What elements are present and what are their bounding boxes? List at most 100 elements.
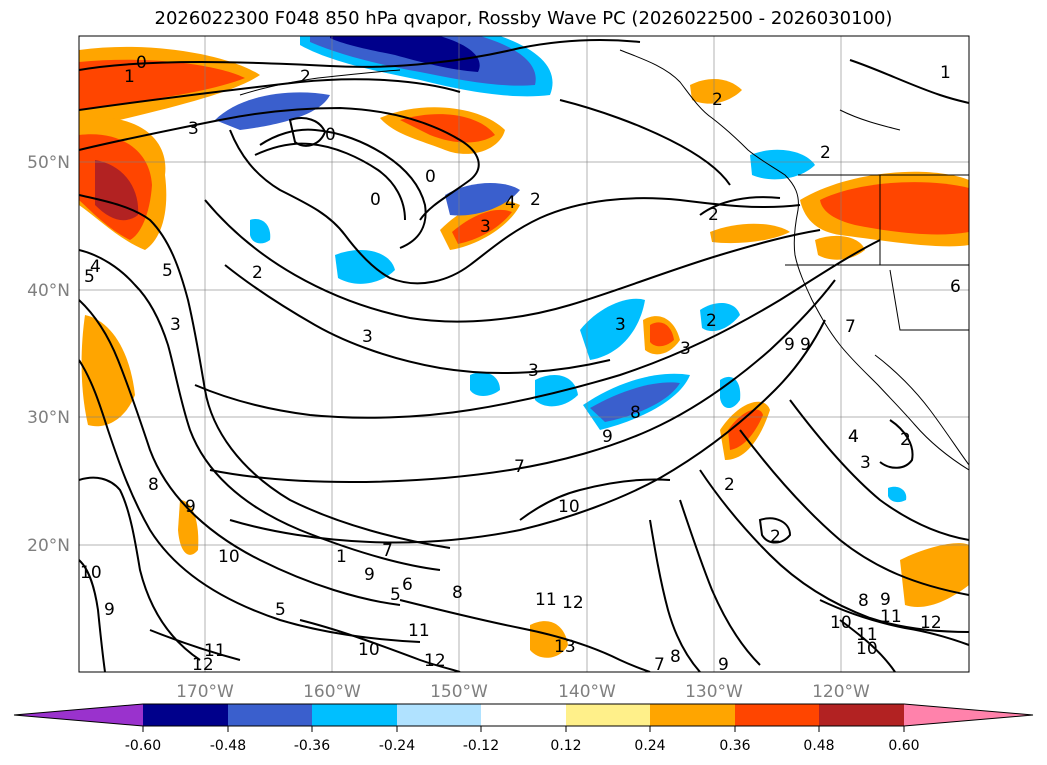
lat-label: 20°N <box>27 536 70 556</box>
anomaly-positive <box>95 160 139 221</box>
colorbar-tick-label: 0.12 <box>550 738 581 754</box>
contour-label: 2 <box>820 143 831 163</box>
contour-label: 5 <box>84 267 95 287</box>
contour-label: 4 <box>848 427 859 447</box>
contour-label: 0 <box>370 190 381 210</box>
graticule <box>79 36 969 672</box>
contour-label: 10 <box>358 640 380 660</box>
contour-label: 8 <box>452 583 463 603</box>
lon-label: 150°W <box>430 682 488 702</box>
contour-label: 10 <box>856 639 878 659</box>
anomaly-positive <box>710 223 790 244</box>
contour-label: 12 <box>192 655 214 675</box>
contour-label: 6 <box>402 575 413 595</box>
contour-label: 3 <box>860 453 871 473</box>
contour-label: 2 <box>252 263 263 283</box>
contour-label: 7 <box>382 541 393 561</box>
anomaly-negative <box>888 486 907 503</box>
anomaly-positive <box>452 209 512 244</box>
contour-labels: 0 1 2 3 0 0 0 2 4 3 2 2 1 5 4 5 3 2 3 3 … <box>80 53 961 675</box>
longitude-labels: 170°W 160°W 150°W 140°W 130°W 120°W <box>176 682 870 702</box>
lon-label: 120°W <box>812 682 870 702</box>
contour-label: 0 <box>325 125 336 145</box>
anomaly-negative <box>330 36 480 72</box>
contour-label: 9 <box>364 565 375 585</box>
lon-label: 130°W <box>685 682 743 702</box>
contour-label: 0 <box>136 53 147 73</box>
colorbar-segment <box>566 704 650 726</box>
lon-label: 160°W <box>303 682 361 702</box>
colorbar-tick-label: -0.60 <box>125 738 161 754</box>
lon-label: 170°W <box>176 682 234 702</box>
anomaly-positive <box>79 59 245 110</box>
contour-label: 3 <box>528 361 539 381</box>
colorbar-tick-label: 0.48 <box>803 738 834 754</box>
colorbar-segment <box>143 704 228 726</box>
contour-label: 5 <box>162 261 173 281</box>
contour-label: 6 <box>950 277 961 297</box>
contour-label: 11 <box>204 641 226 661</box>
colorbar-extend-high <box>904 704 1033 726</box>
contour-label: 3 <box>615 315 626 335</box>
colorbar-segment <box>650 704 735 726</box>
contour-label: 11 <box>408 621 430 641</box>
contour-label: 3 <box>362 327 373 347</box>
contour-label: 0 <box>425 167 436 187</box>
colorbar-tick-label: 0.60 <box>888 738 919 754</box>
contour-label: 8 <box>670 647 681 667</box>
contour-label: 12 <box>424 651 446 671</box>
anomaly-negative <box>250 219 271 244</box>
anomaly-negative <box>445 183 520 216</box>
shaded-anomalies <box>79 36 969 658</box>
contour-label: 3 <box>188 119 199 139</box>
colorbar: -0.60 -0.48 -0.36 -0.24 -0.12 0.12 0.24 … <box>13 703 1034 754</box>
contour-label: 12 <box>920 613 942 633</box>
anomaly-positive <box>650 322 674 347</box>
contour-label: 11 <box>880 607 902 627</box>
contour-label: 9 <box>104 600 115 620</box>
anomaly-negative <box>700 303 740 332</box>
map-title: 2026022300 F048 850 hPa qvapor, Rossby W… <box>154 8 893 29</box>
anomaly-negative <box>535 375 578 407</box>
contour-label: 4 <box>505 193 516 213</box>
contour-label: 8 <box>630 403 641 423</box>
anomaly-negative <box>335 250 395 284</box>
map-frame <box>78 35 970 673</box>
contour-label: 9 <box>784 335 795 355</box>
anomaly-positive <box>690 78 742 104</box>
contour-label: 11 <box>856 625 878 645</box>
anomaly-positive <box>81 315 135 427</box>
colorbar-segment <box>397 704 481 726</box>
colorbar-segment <box>735 704 819 726</box>
contour-label: 8 <box>148 475 159 495</box>
colorbar-segment <box>228 704 312 726</box>
colorbar-tick-label: 0.36 <box>719 738 750 754</box>
contour-label: 7 <box>654 655 665 675</box>
contour-label: 10 <box>80 563 102 583</box>
colorbar-extend-low <box>14 704 143 726</box>
contour-label: 2 <box>712 90 723 110</box>
contour-label: 9 <box>880 590 891 610</box>
colorbar-tick-label: -0.48 <box>210 738 246 754</box>
contour-label: 9 <box>718 655 729 675</box>
contour-label: 5 <box>275 600 286 620</box>
contour-label: 2 <box>706 311 717 331</box>
contour-label: 11 <box>535 590 557 610</box>
colorbar-segment <box>481 704 566 726</box>
contour-label: 10 <box>558 497 580 517</box>
contour-label: 2 <box>708 205 719 225</box>
contour-lines <box>79 39 969 672</box>
lat-label: 30°N <box>27 408 70 428</box>
colorbar-tick-label: 0.24 <box>634 738 665 754</box>
contour-label: 2 <box>900 430 911 450</box>
anomaly-positive <box>530 621 568 658</box>
contour-label: 7 <box>845 317 856 337</box>
contour-label: 3 <box>170 315 181 335</box>
latitude-labels: 50°N 40°N 30°N 20°N <box>27 153 70 556</box>
colorbar-segment <box>819 704 904 726</box>
colorbar-tick-label: -0.36 <box>294 738 330 754</box>
contour-label: 5 <box>390 585 401 605</box>
contour-label: 13 <box>554 637 576 657</box>
coastlines <box>239 49 969 471</box>
